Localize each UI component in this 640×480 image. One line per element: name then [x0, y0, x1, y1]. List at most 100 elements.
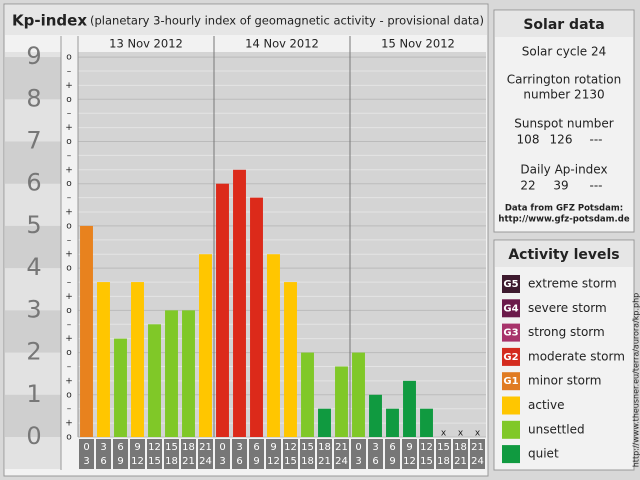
legend-label: strong storm: [528, 325, 605, 339]
minor-tick-label: o: [66, 179, 72, 189]
x-tick-label: 9: [270, 442, 276, 453]
bar: [284, 282, 297, 437]
x-label-box: [266, 439, 281, 469]
sunspot-value: ---: [590, 133, 603, 147]
ap-value: 39: [553, 179, 568, 193]
x-label-box: [181, 439, 196, 469]
bar: [97, 282, 110, 437]
solar-header: [495, 11, 633, 37]
x-tick-label: 12: [131, 456, 144, 467]
x-tick-label: 0: [83, 442, 89, 453]
x-tick-label: 12: [284, 442, 297, 453]
ap-value: ---: [590, 179, 603, 193]
day-label: 14 Nov 2012: [245, 37, 319, 51]
x-tick-label: 18: [437, 456, 450, 467]
chart-title: Kp-index: [12, 12, 87, 30]
minor-tick-label: –: [67, 278, 72, 288]
x-tick-label: 15: [284, 456, 297, 467]
minor-tick-label: –: [67, 66, 72, 76]
x-label-box: [402, 439, 417, 469]
y-band: [5, 225, 61, 269]
minor-tick-label: o: [66, 390, 72, 400]
x-tick-label: 9: [389, 456, 395, 467]
minor-tick-label: o: [66, 137, 72, 147]
x-label-box: [79, 439, 94, 469]
legend-swatch: [502, 323, 520, 342]
ap-title: Daily Ap-index: [520, 163, 607, 177]
legend-label: quiet: [528, 447, 559, 461]
x-label-box: [232, 439, 247, 469]
bar: [352, 352, 365, 437]
x-tick-label: 24: [335, 456, 348, 467]
missing-marker: x: [441, 429, 447, 439]
y-tick-label: 5: [26, 211, 41, 239]
x-tick-label: 6: [100, 456, 106, 467]
carrington: Carrington rotation: [507, 73, 621, 87]
x-tick-label: 9: [134, 442, 140, 453]
minor-tick-label: o: [66, 433, 72, 443]
x-tick-label: 15: [420, 456, 433, 467]
y-tick-label: 2: [26, 338, 41, 366]
minor-tick-label: –: [67, 404, 72, 414]
x-tick-label: 18: [454, 442, 467, 453]
bar: [114, 338, 127, 437]
x-tick-label: 3: [83, 456, 89, 467]
minor-tick-label: +: [65, 165, 73, 175]
y-tick-label: 6: [26, 169, 41, 197]
legend-badge: G5: [503, 279, 518, 290]
minor-tick-label: o: [66, 95, 72, 105]
sunspot-title: Sunspot number: [514, 117, 613, 131]
x-tick-label: 18: [301, 456, 314, 467]
legend-badge: G1: [503, 376, 518, 387]
bar: [386, 408, 399, 437]
x-label-box: [351, 439, 366, 469]
minor-tick-label: –: [67, 235, 72, 245]
x-tick-label: 21: [318, 456, 331, 467]
bar: [182, 310, 195, 437]
minor-tick-label: o: [66, 348, 72, 358]
y-band: [5, 310, 61, 353]
x-label-box: [283, 439, 298, 469]
x-label-box: [164, 439, 179, 469]
minor-tick-label: +: [65, 419, 73, 429]
x-label-box: [385, 439, 400, 469]
missing-marker: x: [458, 429, 464, 439]
y-tick-label: 4: [26, 253, 41, 281]
sunspot-value: 108: [517, 133, 540, 147]
x-label-box: [96, 439, 111, 469]
minor-tick-label: –: [67, 362, 72, 372]
x-tick-label: 6: [117, 442, 123, 453]
y-tick-label: 1: [26, 380, 41, 408]
bar: [335, 366, 348, 437]
bar: [80, 225, 93, 437]
day-label: 15 Nov 2012: [381, 37, 455, 51]
bar: [250, 197, 263, 437]
x-label-box: [334, 439, 349, 469]
x-tick-label: 6: [372, 456, 378, 467]
legend-label: unsettled: [528, 422, 585, 436]
credit: http://www.theusner.eu/terra/aurora/kp.p…: [632, 293, 640, 468]
x-label-box: [130, 439, 145, 469]
x-label-box: [215, 439, 230, 469]
x-label-box: [470, 439, 485, 469]
x-tick-label: 18: [318, 442, 331, 453]
x-tick-label: 21: [471, 442, 484, 453]
missing-marker: x: [475, 429, 481, 439]
minor-tick-label: o: [66, 264, 72, 274]
legend-swatch: [502, 347, 520, 366]
minor-tick-label: +: [65, 81, 73, 91]
y-band: [5, 394, 61, 437]
legend-label: active: [528, 398, 564, 412]
bar: [369, 394, 382, 437]
minor-tick-label: o: [66, 221, 72, 231]
x-label-box: [419, 439, 434, 469]
x-tick-label: 3: [372, 442, 378, 453]
x-tick-label: 3: [219, 456, 225, 467]
x-tick-label: 15: [165, 442, 178, 453]
x-tick-label: 6: [253, 442, 259, 453]
legend-label: extreme storm: [528, 277, 617, 291]
legend-swatch: [502, 396, 520, 415]
y-tick-label: 8: [26, 84, 41, 112]
x-tick-label: 9: [253, 456, 259, 467]
x-tick-label: 12: [148, 442, 161, 453]
